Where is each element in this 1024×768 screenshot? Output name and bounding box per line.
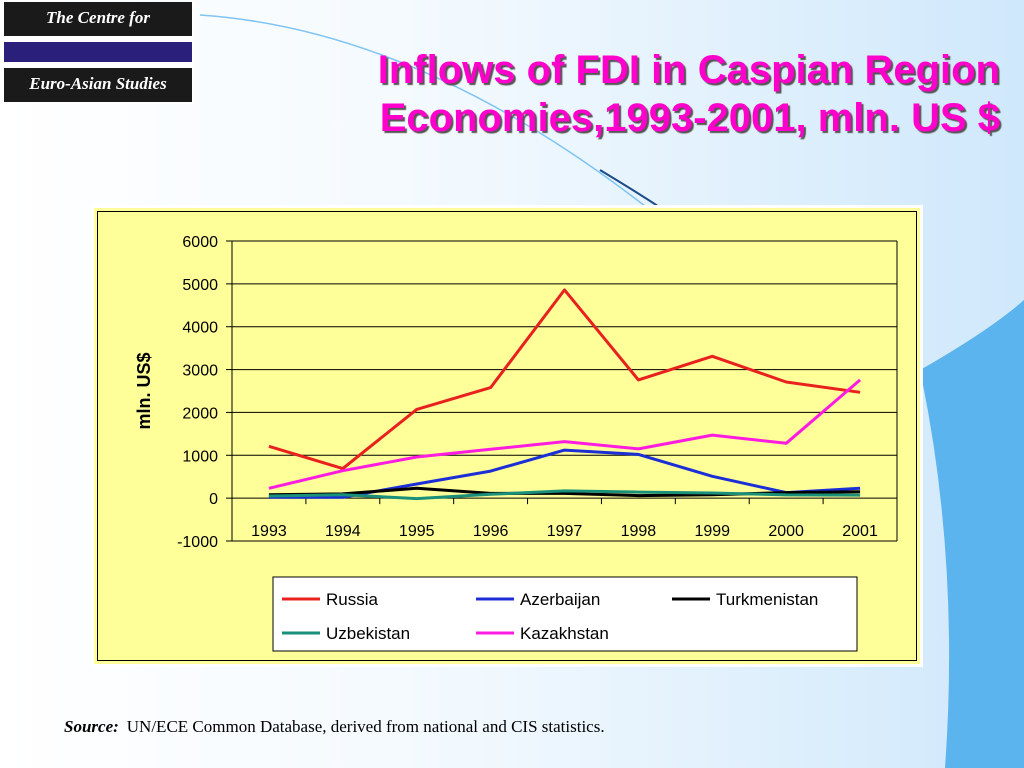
legend-label-kazakhstan: Kazakhstan	[520, 624, 609, 643]
source-text: UN/ECE Common Database, derived from nat…	[126, 717, 605, 736]
x-tick-label: 2000	[768, 523, 804, 540]
x-tick-label: 1993	[251, 523, 287, 540]
legend-label-turkmenistan: Turkmenistan	[716, 590, 818, 609]
y-tick-label: 2000	[182, 405, 218, 422]
slide-title: Inflows of FDI in Caspian Region Economi…	[190, 46, 1000, 142]
tick-labels: -1000 0 1000 2000 3000 4000 5000 6000 1993 1994 19…	[134, 234, 878, 551]
series-line-kazakhstan	[268, 378, 862, 490]
x-tick-label: 2001	[842, 523, 878, 540]
axes	[226, 240, 898, 542]
slide-title-line-2: Economies,1993-2001, mln. US $	[379, 96, 1000, 140]
x-tick-label: 1998	[621, 523, 657, 540]
legend-box	[272, 576, 858, 652]
logo-line-1: The Centre for	[4, 2, 192, 36]
legend: Russia Azerbaijan Turkmenistan Uzbekistan Ka…	[272, 576, 858, 652]
x-tick-label: 1996	[473, 523, 509, 540]
legend-label-uzbekistan: Uzbekistan	[326, 624, 410, 643]
grid-lines	[232, 240, 897, 456]
y-axis-title: mln. US$	[134, 352, 154, 429]
y-tick-label: 4000	[182, 320, 218, 337]
y-tick-label: 0	[209, 491, 218, 508]
source-label: Source:	[64, 717, 119, 736]
x-tick-label: 1999	[694, 523, 730, 540]
y-tick-label: 6000	[182, 234, 218, 251]
series-line-russia	[268, 288, 861, 471]
y-tick-label: -1000	[177, 534, 218, 551]
source-note: Source: UN/ECE Common Database, derived f…	[64, 717, 605, 737]
y-tick-label: 1000	[182, 448, 218, 465]
y-tick-label: 3000	[182, 363, 218, 380]
x-tick-label: 1994	[325, 523, 361, 540]
chart-frame	[97, 211, 917, 661]
legend-label-russia: Russia	[326, 590, 379, 609]
series-line-uzbekistan	[268, 489, 861, 501]
slide-title-line-1: Inflows of FDI in Caspian Region	[377, 48, 1000, 92]
x-tick-label: 1995	[399, 523, 435, 540]
centre-logo: The Centre for Euro-Asian Studies	[4, 2, 194, 104]
x-tick-label: 1997	[547, 523, 583, 540]
legend-label-azerbaijan: Azerbaijan	[520, 590, 600, 609]
logo-stripe	[4, 42, 192, 62]
series-lines	[268, 288, 862, 501]
logo-line-2: Euro-Asian Studies	[4, 68, 192, 102]
y-tick-label: 5000	[182, 277, 218, 294]
